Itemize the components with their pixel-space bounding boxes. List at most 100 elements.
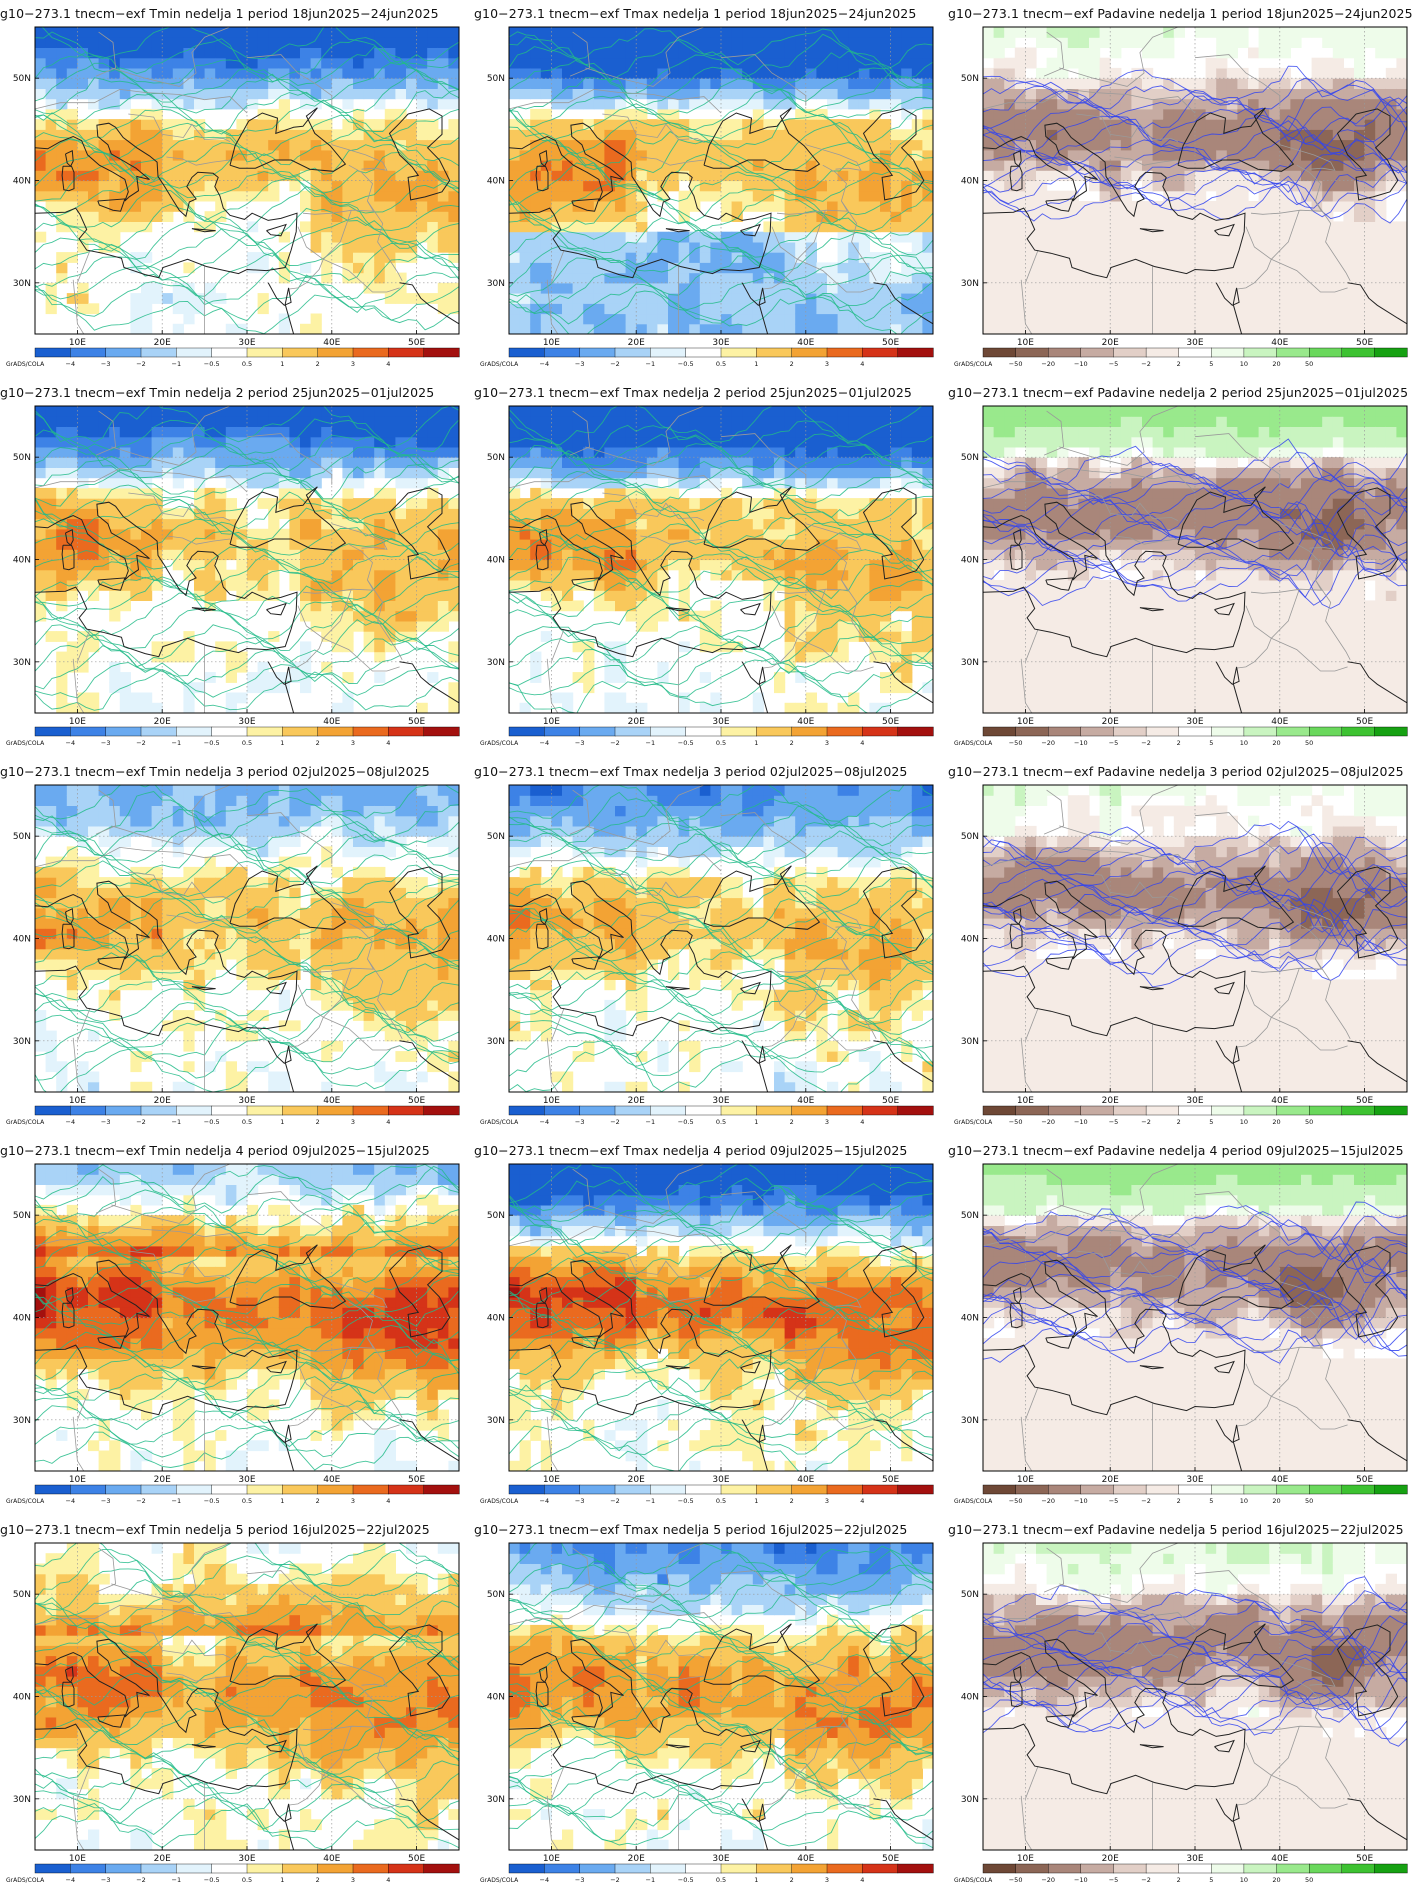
y-tick-label: 50N xyxy=(13,1211,31,1221)
colorbar-label: 0.5 xyxy=(716,1876,726,1884)
x-tick-label: 40E xyxy=(1271,717,1288,724)
panel-title: g10−273.1 tnecm−exf Padavine nedelja 5 p… xyxy=(948,1522,1404,1537)
colorbar-label: 4 xyxy=(860,1118,864,1126)
colorbar-swatch xyxy=(1341,1105,1375,1116)
colorbar-swatch xyxy=(1113,726,1147,737)
colorbar-label: −20 xyxy=(1041,1118,1055,1126)
colorbar-label: −10 xyxy=(1074,1497,1088,1505)
colorbar-swatch xyxy=(70,1863,107,1874)
colorbar: −4 −3 −2 −1 −0.5 0.5 1 2 3 4 GrADS/COLA xyxy=(480,347,934,368)
colorbar-swatch xyxy=(720,1484,757,1495)
colorbar-label: 50 xyxy=(1305,1497,1313,1505)
y-tick-label: 30N xyxy=(487,658,505,668)
colorbar-label: −2 xyxy=(136,360,146,368)
colorbar-swatch xyxy=(388,347,425,358)
x-tick-label: 40E xyxy=(1271,1096,1288,1103)
colorbar-swatch xyxy=(423,1105,460,1116)
colorbar-swatch xyxy=(1211,347,1245,358)
colorbar-label: −20 xyxy=(1041,1876,1055,1884)
colorbar-label: 10 xyxy=(1240,1118,1248,1126)
colorbar-label: 2 xyxy=(1177,1497,1181,1505)
colorbar-swatch xyxy=(1080,1863,1115,1874)
x-tick-label: 40E xyxy=(797,717,814,724)
colorbar-swatch xyxy=(140,1863,177,1874)
colorbar-swatch xyxy=(282,1484,319,1495)
colorbar: −50 −20 −10 −5 −2 2 5 10 20 50 GrADS/COLA xyxy=(954,1484,1408,1505)
x-tick-label: 30E xyxy=(238,717,255,724)
colorbar-label: −5 xyxy=(1109,1876,1119,1884)
panel-title: g10−273.1 tnecm−exf Tmin nedelja 2 perio… xyxy=(0,385,435,400)
colorbar-swatch xyxy=(756,1105,793,1116)
colorbar-swatch xyxy=(1276,1863,1310,1874)
map-panel-tmax-week-2: g10−273.1 tnecm−exf Tmax nedelja 2 perio… xyxy=(474,379,948,758)
colorbar-label: 1 xyxy=(754,1118,758,1126)
colorbar-label: −4 xyxy=(66,739,76,747)
x-tick-label: 10E xyxy=(69,1096,86,1103)
colorbar-swatch xyxy=(756,726,793,737)
colorbar-swatch xyxy=(508,726,545,737)
colorbar-label: 1 xyxy=(280,1497,284,1505)
colorbar-swatch xyxy=(246,726,283,737)
colorbar-swatch xyxy=(105,1863,142,1874)
colorbar-swatch xyxy=(317,1105,354,1116)
y-tick-label: 30N xyxy=(487,279,505,289)
grads-credit: GrADS/COLA xyxy=(954,1119,993,1126)
colorbar-swatch xyxy=(1178,1484,1212,1495)
map-panel-tmax-week-1: g10−273.1 tnecm−exf Tmax nedelja 1 perio… xyxy=(474,0,948,379)
colorbar-swatch xyxy=(826,1863,863,1874)
x-tick-label: 30E xyxy=(1186,717,1203,724)
y-tick-label: 40N xyxy=(487,177,505,187)
x-tick-label: 30E xyxy=(712,1096,729,1103)
colorbar-swatch xyxy=(1374,726,1408,737)
x-tick-label: 30E xyxy=(238,1096,255,1103)
colorbar-label: 10 xyxy=(1240,1497,1248,1505)
colorbar-label: −4 xyxy=(66,1876,76,1884)
colorbar-label: 4 xyxy=(386,1118,390,1126)
x-tick-label: 10E xyxy=(1017,1475,1034,1482)
colorbar-swatch xyxy=(1341,347,1375,358)
colorbar-label: −0.5 xyxy=(678,1876,694,1884)
colorbar-label: 3 xyxy=(825,360,829,368)
colorbar-swatch xyxy=(176,1484,213,1495)
colorbar-label: 0.5 xyxy=(716,1497,726,1505)
colorbar-swatch xyxy=(1145,1863,1180,1874)
colorbar-swatch xyxy=(388,726,425,737)
colorbar-swatch xyxy=(34,1863,71,1874)
colorbar-swatch xyxy=(862,1484,899,1495)
colorbar-swatch xyxy=(352,726,389,737)
grads-credit: GrADS/COLA xyxy=(6,1119,45,1126)
colorbar-swatch xyxy=(1047,1863,1082,1874)
x-tick-label: 40E xyxy=(323,1475,340,1482)
x-tick-label: 10E xyxy=(1017,338,1034,345)
colorbar-label: 10 xyxy=(1240,1876,1248,1884)
y-tick-label: 30N xyxy=(487,1795,505,1805)
colorbar-swatch xyxy=(1309,1863,1343,1874)
colorbar-swatch xyxy=(352,1484,389,1495)
colorbar-label: 3 xyxy=(351,739,355,747)
x-tick-label: 40E xyxy=(797,338,814,345)
map-plot: 10E 20E 30E 40E 50E 30N 40N 50N xyxy=(13,1542,460,1861)
colorbar-swatch xyxy=(1374,347,1408,358)
panel-title: g10−273.1 tnecm−exf Tmax nedelja 3 perio… xyxy=(474,764,908,779)
colorbar-swatch xyxy=(211,1863,248,1874)
x-tick-label: 30E xyxy=(712,1475,729,1482)
colorbar-label: 0.5 xyxy=(242,1118,252,1126)
colorbar-swatch xyxy=(1243,1484,1278,1495)
colorbar-swatch xyxy=(282,1863,319,1874)
colorbar-swatch xyxy=(544,1105,581,1116)
y-tick-label: 30N xyxy=(487,1037,505,1047)
colorbar-swatch xyxy=(756,1863,793,1874)
colorbar-label: −3 xyxy=(575,1876,585,1884)
map-plot: 10E 20E 30E 40E 50E 30N 40N 50N xyxy=(487,26,934,345)
map-panel-padavine-week-5: g10−273.1 tnecm−exf Padavine nedelja 5 p… xyxy=(948,1516,1422,1895)
colorbar-label: −2 xyxy=(1141,360,1151,368)
colorbar-swatch xyxy=(1145,1105,1180,1116)
colorbar: −4 −3 −2 −1 −0.5 0.5 1 2 3 4 GrADS/COLA xyxy=(6,1863,460,1884)
colorbar-swatch xyxy=(897,1105,934,1116)
colorbar-label: 4 xyxy=(386,739,390,747)
panel-title: g10−273.1 tnecm−exf Tmax nedelja 1 perio… xyxy=(474,6,917,21)
grads-credit: GrADS/COLA xyxy=(480,1119,519,1126)
colorbar-label: 0.5 xyxy=(716,739,726,747)
colorbar-label: 1 xyxy=(280,1118,284,1126)
colorbar-swatch xyxy=(544,1863,581,1874)
